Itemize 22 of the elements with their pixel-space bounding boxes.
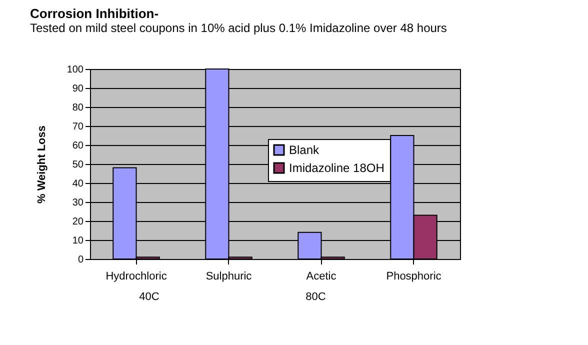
y-tick-label: 20 — [72, 216, 84, 228]
y-tick-label: 80 — [72, 102, 84, 114]
y-tick-label: 40 — [72, 178, 84, 190]
text: 40C — [139, 291, 160, 303]
y-tick-label: 90 — [72, 84, 84, 94]
x-tick-label: Sulphuric — [206, 270, 252, 282]
x-tick-label: Phosphoric — [386, 270, 442, 282]
y-tick-label: 10 — [72, 236, 84, 246]
y-tick-label: 70 — [72, 122, 84, 132]
chart-subtitle: Tested on mild steel coupons in 10% acid plus 0.1% Imidazoline over 48 hours — [30, 21, 447, 35]
legend-label: Blank — [289, 143, 320, 157]
y-tick-label: 0 — [78, 254, 84, 266]
text: 80C — [306, 291, 326, 303]
x-tick-label: Acetic — [306, 270, 337, 282]
chart-title: Corrosion Inhibition- — [30, 6, 159, 21]
y-tick-label: 60 — [72, 140, 84, 152]
y-tick-label: 30 — [72, 198, 84, 208]
x-tick-label: Hydrochloric — [106, 270, 168, 282]
y-axis-title: % Weight Loss — [36, 125, 48, 204]
y-tick-label: 50 — [72, 160, 84, 170]
legend-label: Imidazoline 18OH — [289, 161, 384, 175]
y-tick-label: 100 — [66, 64, 84, 76]
